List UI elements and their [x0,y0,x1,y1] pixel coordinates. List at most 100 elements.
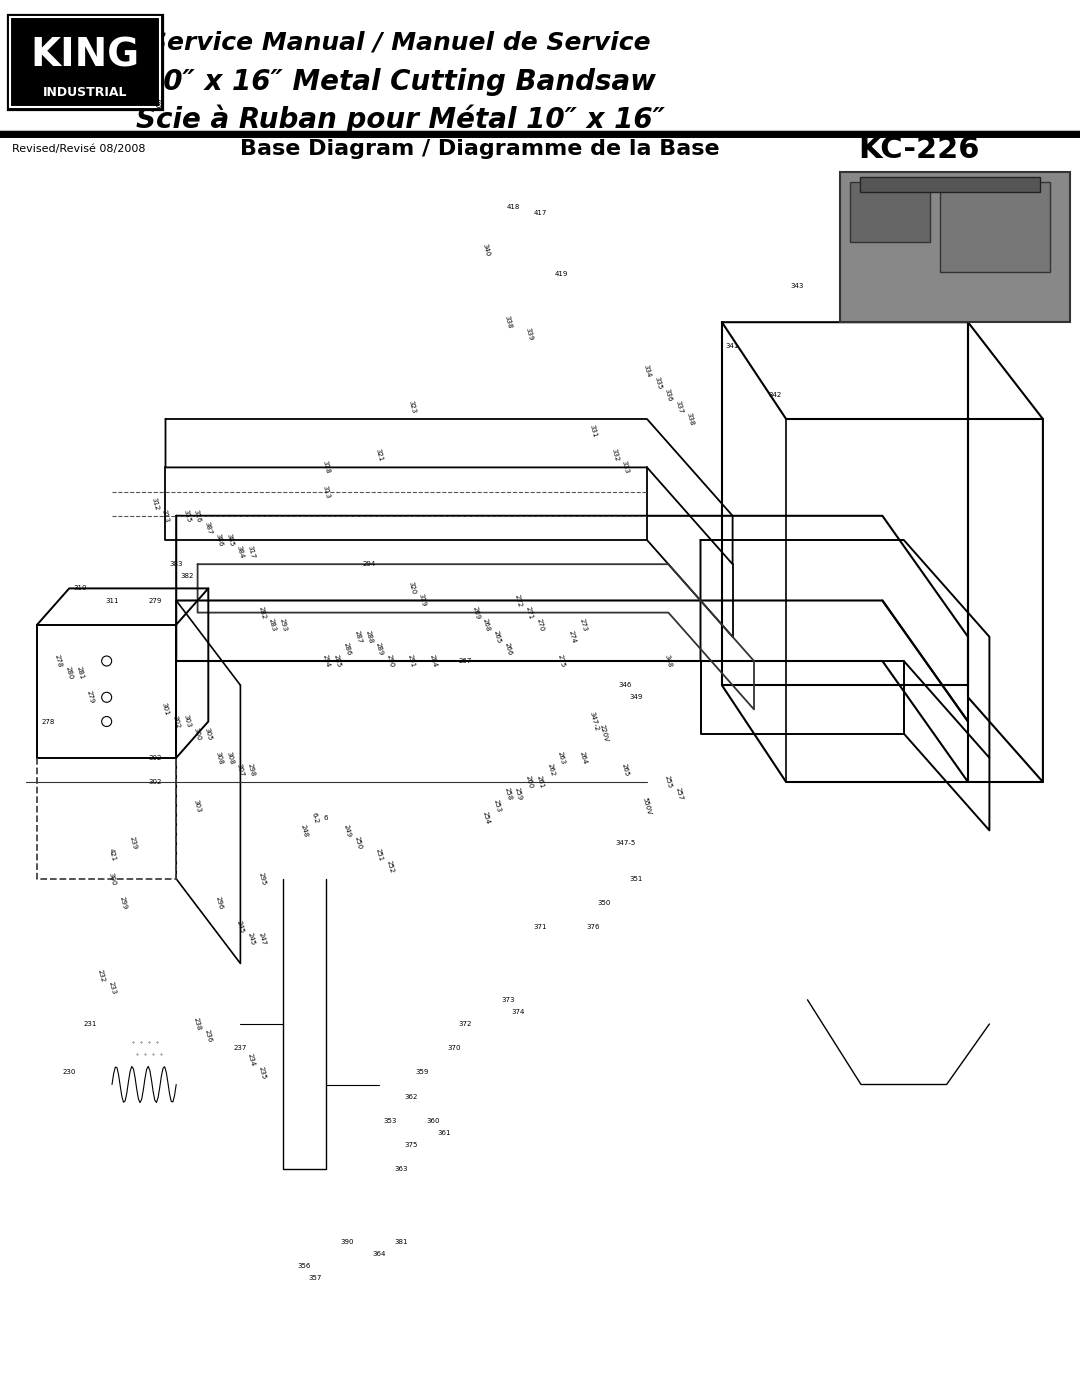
Text: 291: 291 [407,654,416,668]
Text: 342: 342 [769,391,782,398]
Text: 385: 385 [225,532,234,548]
Text: 371: 371 [534,925,546,930]
Text: 337: 337 [674,400,684,414]
Text: 288: 288 [364,630,374,644]
Text: 320: 320 [407,581,416,595]
Text: 262: 262 [546,763,555,777]
Text: 383: 383 [170,562,183,567]
Text: 301: 301 [161,703,171,717]
Text: 294: 294 [322,654,330,668]
Text: 332: 332 [610,448,620,462]
Text: 338: 338 [503,314,513,330]
Text: 230: 230 [63,1069,76,1076]
Text: 278: 278 [54,654,63,668]
Text: 550V: 550V [642,796,652,816]
Text: KC-226: KC-226 [859,134,980,163]
Text: 290: 290 [386,654,395,668]
Text: 247: 247 [257,932,267,947]
Text: 311: 311 [105,598,119,604]
Text: 317: 317 [246,545,256,559]
Text: Service Manual / Manuel de Service: Service Manual / Manuel de Service [149,29,651,54]
Text: 233: 233 [107,981,117,995]
Text: 390: 390 [340,1239,354,1245]
Text: 272: 272 [514,594,523,608]
Text: 334: 334 [643,363,651,377]
Text: 236: 236 [204,1028,213,1044]
Text: 333: 333 [621,460,631,475]
Text: 295: 295 [257,872,267,886]
Text: 274: 274 [567,630,577,644]
Text: 362: 362 [405,1094,418,1099]
Text: 283: 283 [268,617,278,631]
Text: 310: 310 [73,585,86,591]
Text: 338: 338 [685,412,694,426]
Text: Revised/Revisé 08/2008: Revised/Revisé 08/2008 [12,144,146,154]
Bar [940,182,1050,272]
Text: 300: 300 [193,726,202,740]
Text: 386: 386 [214,532,224,548]
Text: 302: 302 [172,714,180,729]
Text: 252: 252 [386,859,395,873]
Text: 271: 271 [525,605,534,620]
Text: INDUSTRIAL: INDUSTRIAL [43,85,127,99]
Text: 312: 312 [150,496,160,511]
Text: 382: 382 [180,573,193,580]
Text: 353: 353 [383,1118,396,1123]
Text: 316: 316 [193,509,202,522]
Text: 249: 249 [342,823,352,838]
Text: 375: 375 [405,1141,418,1148]
Text: 245: 245 [235,921,245,935]
Text: 298: 298 [246,763,256,777]
Text: 418: 418 [507,204,519,211]
Text: 351: 351 [630,876,643,882]
Text: 220V: 220V [599,724,609,743]
Text: 296: 296 [214,895,224,911]
Text: 267: 267 [458,658,472,664]
Text: 260: 260 [525,775,534,789]
Text: 231: 231 [84,1021,97,1027]
Text: 313: 313 [161,509,171,522]
Text: 318: 318 [322,460,330,475]
Text: 347-5: 347-5 [616,840,636,845]
Text: 417: 417 [534,211,546,217]
Text: 419: 419 [555,271,568,277]
Bar [850,182,930,242]
Text: 281: 281 [76,666,84,680]
Text: 294: 294 [362,562,376,567]
Text: 245: 245 [246,932,256,946]
Text: 347-2: 347-2 [588,711,599,732]
Text: 270: 270 [536,617,544,631]
Text: 373: 373 [501,997,515,1003]
Text: 275: 275 [557,654,566,668]
Text: 384: 384 [235,545,245,559]
Text: Scie à Ruban pour Métal 10″ x 16″: Scie à Ruban pour Métal 10″ x 16″ [135,105,664,134]
Text: 282: 282 [257,605,267,620]
Text: 263: 263 [557,750,566,766]
Text: 348: 348 [664,654,673,668]
Text: 321: 321 [375,448,384,462]
Text: 265: 265 [492,630,502,644]
Text: 421: 421 [107,848,117,862]
Text: 285: 285 [332,654,341,668]
Text: 234: 234 [246,1053,256,1067]
Text: 257: 257 [675,787,684,802]
Text: 258: 258 [503,787,513,802]
Text: 305: 305 [204,726,213,740]
Text: 300: 300 [107,872,117,886]
Text: 287: 287 [353,630,363,644]
Text: 293: 293 [279,617,288,631]
Text: 376: 376 [586,925,600,930]
Text: 279: 279 [148,598,162,604]
Text: 341: 341 [726,344,740,349]
Text: 238: 238 [193,1017,202,1031]
Text: 360: 360 [427,1118,440,1123]
Text: 273: 273 [578,617,588,631]
Text: 237: 237 [233,1045,247,1051]
Text: 308: 308 [225,750,234,766]
Text: 302: 302 [148,754,162,761]
Text: 299: 299 [118,895,127,911]
Text: 10″ x 16″ Metal Cutting Bandsaw: 10″ x 16″ Metal Cutting Bandsaw [144,68,656,96]
Text: Base Diagram / Diagramme de la Base: Base Diagram / Diagramme de la Base [240,138,719,159]
Text: 374: 374 [512,1009,525,1014]
Text: 284: 284 [429,654,437,668]
